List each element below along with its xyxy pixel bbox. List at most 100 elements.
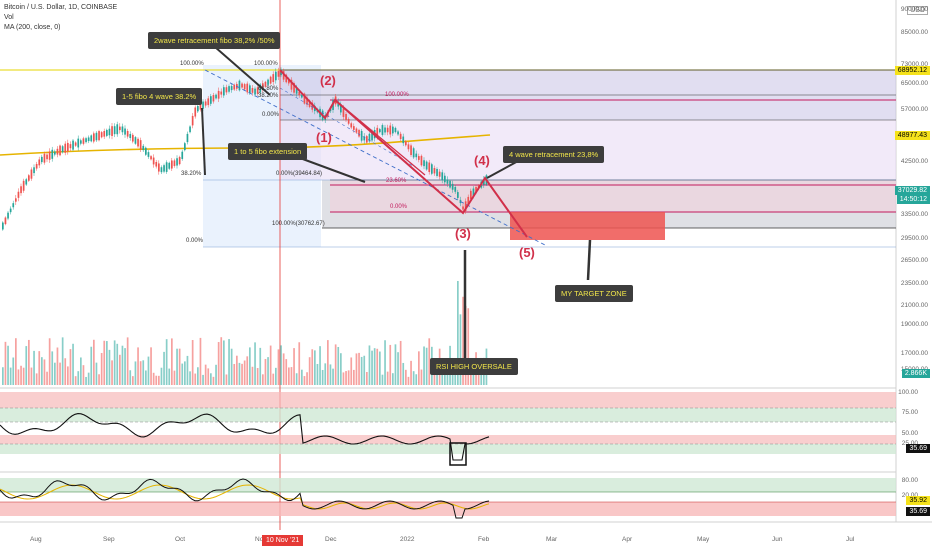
volume-bar (108, 349, 111, 385)
candle (251, 88, 254, 93)
candle (2, 222, 4, 230)
volume-bar (103, 340, 106, 385)
volume-bars (2, 280, 488, 385)
volume-bar (405, 369, 407, 385)
volume-bar (158, 375, 160, 385)
rsi-tick: 75.00 (901, 409, 918, 416)
volume-bar (285, 359, 288, 385)
stoch-d-value: 35.69 (906, 507, 930, 516)
candle (454, 187, 457, 192)
volume-bar (399, 340, 402, 385)
time-label: Jul (846, 536, 855, 543)
candle (4, 217, 7, 225)
fib-left-100: 100.00% (180, 61, 204, 67)
candle (288, 79, 290, 84)
candle (207, 98, 210, 106)
volume-bar (38, 351, 41, 385)
volume-bar (43, 359, 46, 385)
volume-bar (35, 373, 38, 385)
volume-bar (280, 345, 282, 385)
volume-bar (342, 372, 345, 385)
volume-bar (327, 340, 329, 385)
volume-bar (215, 364, 217, 385)
volume-bar (233, 363, 236, 385)
volume-bar (147, 356, 150, 385)
candle (82, 138, 85, 144)
candle (381, 125, 384, 135)
volume-bar (321, 369, 324, 385)
candle (386, 127, 389, 133)
fib-left-0: 0.00% (186, 238, 204, 244)
candle (165, 162, 168, 172)
price-tick: 65000.00 (900, 80, 928, 87)
candle (194, 107, 197, 117)
candle (272, 74, 275, 83)
candle (72, 140, 74, 150)
volume-bar (119, 354, 121, 385)
volume-legend: Vol (4, 14, 14, 21)
volume-bar (77, 371, 80, 385)
candle (290, 79, 293, 90)
fib-mid-0: 0.00% (262, 112, 280, 118)
candle (308, 100, 311, 107)
candle (306, 97, 308, 105)
candle (134, 137, 137, 144)
volume-bar (48, 338, 51, 385)
price-tick: 21000.00 (900, 302, 928, 309)
candle (368, 133, 371, 142)
label-fibo-1-5-wave4: 1-5 fibo 4 wave 38.2% (116, 88, 203, 105)
candle (470, 190, 472, 200)
volume-bar (95, 362, 98, 385)
candle (355, 128, 358, 133)
volume-bar (363, 355, 366, 385)
volume-bar (56, 347, 59, 385)
volume-bar (407, 376, 410, 385)
candle (90, 135, 93, 142)
label-wave4-retrace: 4 wave retracement 23,8% (503, 146, 605, 163)
volume-bar (402, 362, 405, 385)
candle (415, 153, 418, 158)
candle (145, 147, 147, 155)
candle (210, 96, 212, 104)
candle (379, 129, 381, 133)
candle (397, 131, 399, 135)
volume-bar (472, 367, 475, 385)
volume-bar (428, 338, 431, 385)
candle (77, 138, 80, 148)
price-box: 68952.12 (894, 66, 930, 75)
candle (431, 164, 433, 174)
volume-bar (345, 371, 347, 385)
volume-bar (337, 346, 340, 385)
volume-bar (217, 342, 220, 385)
volume-bar (230, 348, 233, 385)
volume-bar (243, 360, 246, 385)
volume-bar (290, 367, 293, 385)
candle (155, 161, 158, 167)
candle (142, 145, 145, 151)
volume-bar (262, 374, 264, 385)
volume-bar (46, 371, 48, 385)
date-highlight: 10 Nov '21 (262, 535, 304, 546)
volume-bar (67, 366, 69, 385)
fib-red-100: 100.00% (385, 92, 409, 98)
candle (176, 158, 178, 166)
candle (168, 162, 171, 169)
candle (366, 136, 368, 143)
volume-bar (282, 353, 285, 385)
volume-bar (420, 369, 423, 385)
candle (441, 172, 444, 181)
volume-bar (241, 363, 243, 385)
volume-bar (17, 369, 20, 385)
time-label: Apr (622, 536, 633, 543)
volume-bar (277, 349, 280, 385)
volume-bar (28, 339, 30, 385)
volume-bar (368, 345, 371, 385)
volume-bar (98, 374, 100, 385)
volume-bar (225, 374, 228, 385)
rsi-highlight-box (449, 442, 467, 466)
candle (285, 74, 288, 83)
currency-button[interactable]: USD (907, 6, 928, 15)
ma-legend: MA (200, close, 0) (4, 24, 61, 31)
candle (124, 128, 126, 135)
